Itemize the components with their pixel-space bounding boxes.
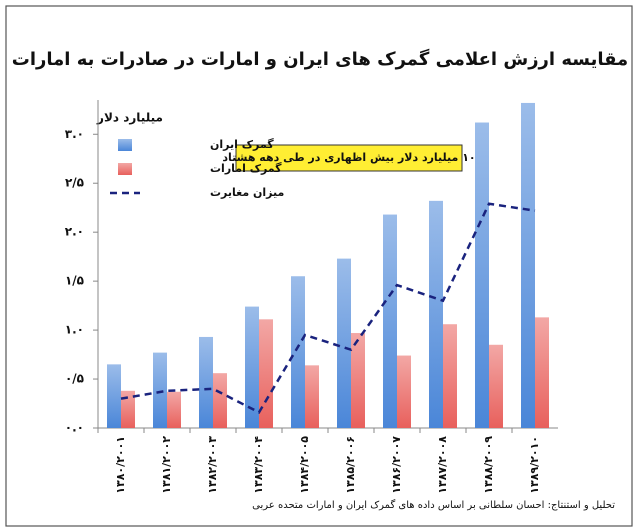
bar <box>199 336 213 428</box>
bar <box>121 390 135 428</box>
legend-label: گمرک ایران <box>210 138 274 151</box>
bar <box>443 324 457 428</box>
legend-label: میزان مغایرت <box>210 186 284 199</box>
y-tick-label: ۰/۵ <box>65 372 84 386</box>
x-tick-label: ۱۳۸۸/۲۰۰۹ <box>482 436 495 494</box>
bar <box>167 391 181 428</box>
x-tick-label: ۱۳۸۵/۲۰۰۶ <box>344 436 357 494</box>
bar <box>535 317 549 428</box>
x-tick-label: ۱۳۸۳/۲۰۰۴ <box>252 436 265 494</box>
bar <box>429 200 443 428</box>
annotation-box <box>235 144 463 172</box>
bar <box>305 365 319 428</box>
x-tick-label: ۱۳۸۶/۲۰۰۷ <box>390 436 403 494</box>
bar <box>383 214 397 428</box>
bar <box>291 276 305 428</box>
y-tick-label: ۲/۵ <box>65 176 84 190</box>
bar <box>521 102 535 428</box>
bar <box>107 364 121 428</box>
bar <box>213 373 227 428</box>
x-tick-label: ۱۳۸۱/۲۰۰۲ <box>160 436 173 494</box>
bar <box>153 352 167 428</box>
legend-label: گمرک امارات <box>210 162 282 175</box>
bar <box>475 122 489 428</box>
y-tick-label: ۱/۵ <box>65 274 84 288</box>
line <box>120 202 536 414</box>
x-tick-label: ۱۳۸۷/۲۰۰۸ <box>436 436 449 494</box>
legend-swatch <box>118 139 132 151</box>
y-tick-label: ۲.۰ <box>65 225 84 239</box>
y-tick-label: ۳.۰ <box>65 127 84 141</box>
source: تحلیل و استنتاج: احسان سلطانی بر اساس دا… <box>252 499 615 511</box>
x-tick-label: ۱۳۸۹/۲۰۱۰ <box>528 436 541 494</box>
y-tick-label: ۰.۰ <box>65 421 84 435</box>
chart-title: مقایسه ارزش اعلامی گمرک های ایران و امار… <box>12 48 628 70</box>
bar <box>259 319 273 428</box>
x-tick-label: ۱۳۸۰/۲۰۰۱ <box>114 436 127 494</box>
bar <box>397 355 411 428</box>
x-tick-label: ۱۳۸۴/۲۰۰۵ <box>298 436 311 494</box>
y-axis-label: میلیارد دلار <box>96 111 163 125</box>
annotation: ۱۰ میلیارد دلار بیش اظهاری در طی دهه هشت… <box>222 151 475 164</box>
bar <box>245 306 259 428</box>
y-tick-label: ۱.۰ <box>65 323 84 337</box>
x-tick-label: ۱۳۸۲/۲۰۰۳ <box>206 436 219 494</box>
legend-swatch <box>118 163 132 175</box>
bar <box>351 333 365 428</box>
bar <box>337 258 351 428</box>
bar <box>489 344 503 428</box>
